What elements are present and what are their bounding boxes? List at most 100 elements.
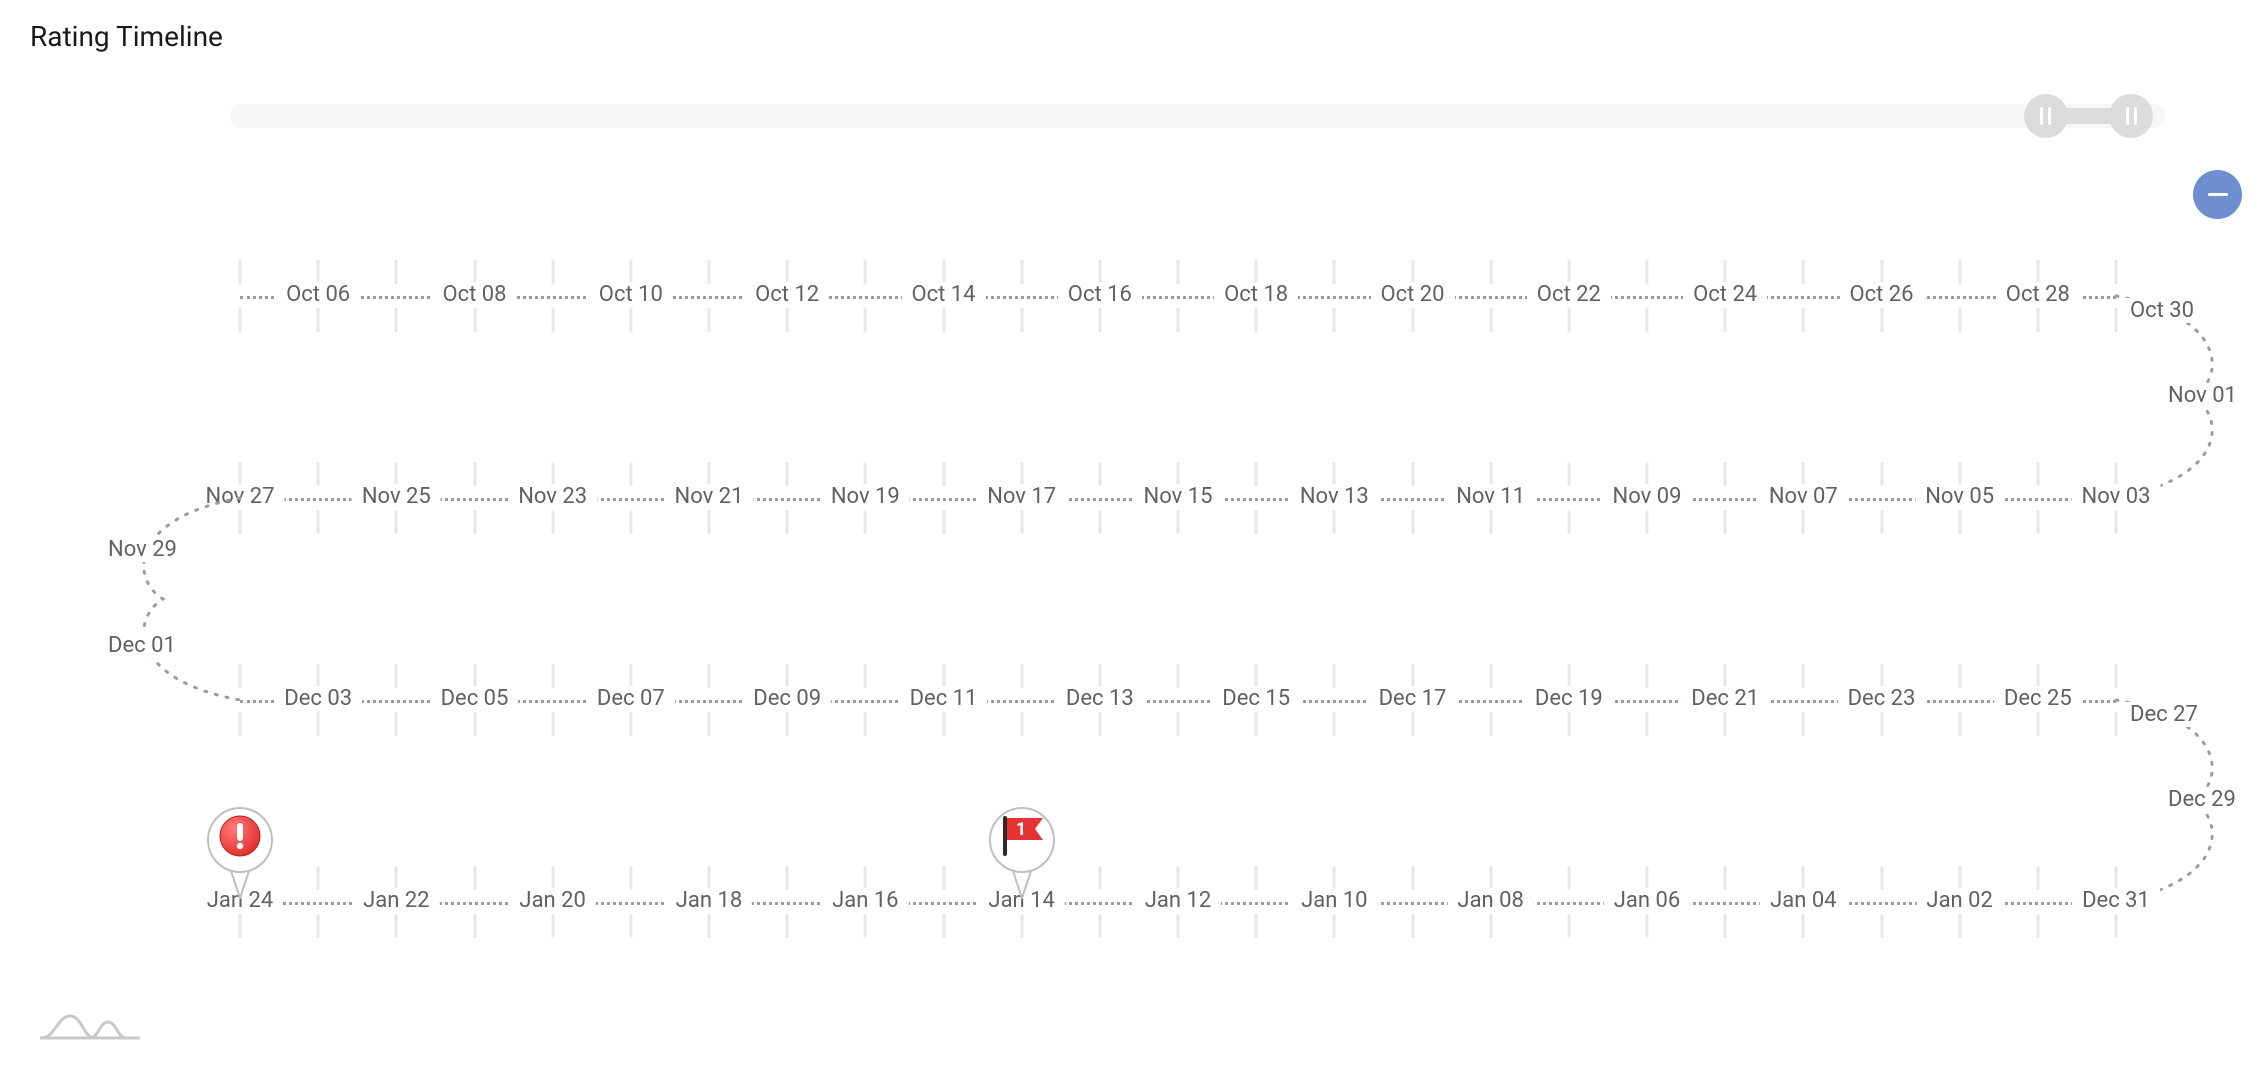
tick-line xyxy=(786,914,789,938)
tick-line xyxy=(395,712,398,736)
tick-line xyxy=(1255,308,1258,332)
tick-label: Dec 31 xyxy=(2072,888,2160,913)
tick-label: Oct 24 xyxy=(1683,282,1767,307)
tick-line xyxy=(551,462,554,486)
tick-line xyxy=(942,712,945,736)
tick-line xyxy=(1255,866,1258,890)
tick-line xyxy=(1333,866,1336,890)
timeline-axis xyxy=(240,296,2116,299)
tick-line xyxy=(2036,712,2039,736)
scrubber-handle-start[interactable] xyxy=(2024,94,2068,138)
tick-label: Dec 17 xyxy=(1369,686,1457,711)
tick-line xyxy=(1802,866,1805,890)
timeline-axis xyxy=(240,700,2116,703)
tick-label: Dec 15 xyxy=(1212,686,1300,711)
tick-line xyxy=(2115,308,2118,332)
tick-line xyxy=(1098,462,1101,486)
tick-line xyxy=(1802,462,1805,486)
tick-line xyxy=(317,914,320,938)
tick-label: Dec 09 xyxy=(743,686,831,711)
range-scrubber[interactable] xyxy=(230,100,2166,132)
tick-label: Dec 19 xyxy=(1525,686,1613,711)
handle-grip-icon xyxy=(2126,107,2129,125)
tick-line xyxy=(239,914,242,938)
tick-line xyxy=(1724,308,1727,332)
tick-line xyxy=(1333,510,1336,534)
timeline-row: Jan 24Jan 23Jan 22Jan 21Jan 20Jan 19Jan … xyxy=(0,842,2266,962)
tick-line xyxy=(708,914,711,938)
tick-line xyxy=(1646,462,1649,486)
tick-line xyxy=(629,664,632,688)
handle-grip-icon xyxy=(2048,107,2051,125)
zoom-out-button[interactable] xyxy=(2193,170,2242,219)
tick-line xyxy=(2115,510,2118,534)
tick-line xyxy=(1098,866,1101,890)
tick-line xyxy=(629,308,632,332)
tick-line xyxy=(1880,308,1883,332)
tick-line xyxy=(864,462,867,486)
tick-line xyxy=(1724,866,1727,890)
timeline-row: Dec 02Dec 03Dec 04Dec 05Dec 06Dec 07Dec … xyxy=(0,640,2266,760)
tick-line xyxy=(1958,308,1961,332)
tick-line xyxy=(239,462,242,486)
tick-line xyxy=(2036,866,2039,890)
tick-line xyxy=(629,510,632,534)
tick-label: Oct 14 xyxy=(901,282,985,307)
tick-line xyxy=(1177,308,1180,332)
tick-line xyxy=(786,712,789,736)
tick-line xyxy=(395,510,398,534)
tick-line xyxy=(1567,914,1570,938)
tick-label: Nov 21 xyxy=(665,484,754,509)
flag-icon: 1 xyxy=(997,814,1047,858)
tick-line xyxy=(864,914,867,938)
tick-line xyxy=(708,712,711,736)
tick-line xyxy=(1020,308,1023,332)
tick-line xyxy=(1724,260,1727,284)
tick-line xyxy=(239,510,242,534)
tick-line xyxy=(1567,712,1570,736)
tick-line xyxy=(1255,914,1258,938)
tick-line xyxy=(1880,462,1883,486)
tick-label: Jan 16 xyxy=(822,888,908,913)
tick-line xyxy=(1098,712,1101,736)
tick-line xyxy=(2115,866,2118,890)
tick-line xyxy=(1411,914,1414,938)
tick-line xyxy=(473,866,476,890)
tick-line xyxy=(317,866,320,890)
tick-label: Dec 25 xyxy=(1994,686,2082,711)
exclamation-icon xyxy=(218,814,262,858)
tick-line xyxy=(1724,510,1727,534)
turn-label-start: Oct 30 xyxy=(2122,298,2202,323)
tick-label: Oct 20 xyxy=(1370,282,1454,307)
tick-line xyxy=(708,308,711,332)
tick-line xyxy=(1567,462,1570,486)
tick-line xyxy=(1802,308,1805,332)
tick-line xyxy=(473,914,476,938)
tick-line xyxy=(942,260,945,284)
tick-line xyxy=(2036,260,2039,284)
pin-alert[interactable] xyxy=(199,806,281,902)
tick-label: Dec 21 xyxy=(1681,686,1769,711)
tick-line xyxy=(1880,712,1883,736)
tick-line xyxy=(1724,664,1727,688)
pin-flag[interactable]: 1 xyxy=(981,806,1063,902)
handle-grip-icon xyxy=(2134,107,2137,125)
turn-label-start: Dec 27 xyxy=(2122,702,2206,727)
tick-line xyxy=(864,510,867,534)
tick-label: Jan 08 xyxy=(1447,888,1533,913)
tick-line xyxy=(708,510,711,534)
tick-line xyxy=(1489,260,1492,284)
tick-line xyxy=(1880,664,1883,688)
scrubber-handle-end[interactable] xyxy=(2109,94,2153,138)
tick-label: Dec 03 xyxy=(274,686,362,711)
tick-line xyxy=(395,866,398,890)
tick-label: Oct 06 xyxy=(276,282,360,307)
tick-label: Jan 18 xyxy=(666,888,752,913)
tick-line xyxy=(942,510,945,534)
tick-line xyxy=(1020,914,1023,938)
tick-line xyxy=(1958,712,1961,736)
tick-line xyxy=(2036,462,2039,486)
tick-line xyxy=(1567,664,1570,688)
tick-line xyxy=(1020,462,1023,486)
tick-line xyxy=(1098,308,1101,332)
